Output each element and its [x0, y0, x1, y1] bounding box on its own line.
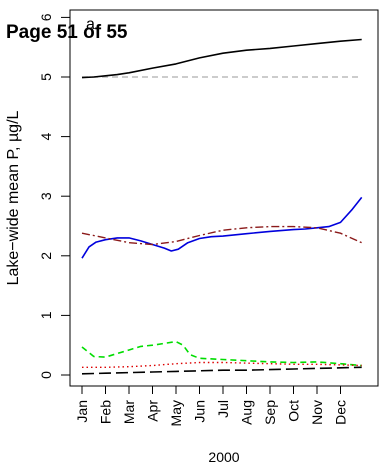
- y-tick-label: 2: [38, 252, 54, 260]
- x-tick-label: Jun: [192, 400, 208, 423]
- x-axis: Jan Feb Mar Apr May Jun Jul Aug Sep Oct Nov Dec: [74, 386, 349, 426]
- y-tick-label: 4: [38, 132, 54, 140]
- y-tick-label: 0: [38, 371, 54, 379]
- y-tick-label: 3: [38, 192, 54, 200]
- x-tick-label: Mar: [121, 400, 137, 424]
- y-axis: 0 1 2 3 4 5 6: [38, 13, 70, 379]
- x-tick-label: Sep: [262, 400, 278, 425]
- x-tick-label: Oct: [286, 400, 302, 422]
- y-tick-label: 5: [38, 73, 54, 81]
- x-tick-label: May: [168, 400, 184, 426]
- y-tick-label: 1: [38, 311, 54, 319]
- x-tick-label: Jan: [74, 400, 90, 423]
- y-tick-label: 6: [38, 13, 54, 21]
- y-axis-title: Lake−wide mean P, µg/L: [5, 110, 22, 285]
- page-indicator: Page 51 of 55: [6, 22, 128, 43]
- series-line-6: [81, 366, 362, 375]
- x-tick-label: Apr: [145, 400, 161, 422]
- series-line-2: [81, 196, 363, 259]
- series-line-1: [81, 38, 362, 79]
- series-line-5: [82, 361, 362, 368]
- x-axis-title: 2000: [208, 449, 239, 465]
- panel-label: a: [86, 16, 95, 33]
- series-layer: [81, 38, 363, 375]
- series-line-4: [81, 340, 362, 367]
- x-tick-label: Jul: [215, 400, 231, 418]
- x-tick-label: Dec: [333, 400, 349, 425]
- x-tick-label: Feb: [98, 400, 114, 424]
- plot-frame: [69, 9, 379, 387]
- x-tick-label: Nov: [309, 400, 325, 425]
- x-tick-label: Aug: [239, 400, 255, 425]
